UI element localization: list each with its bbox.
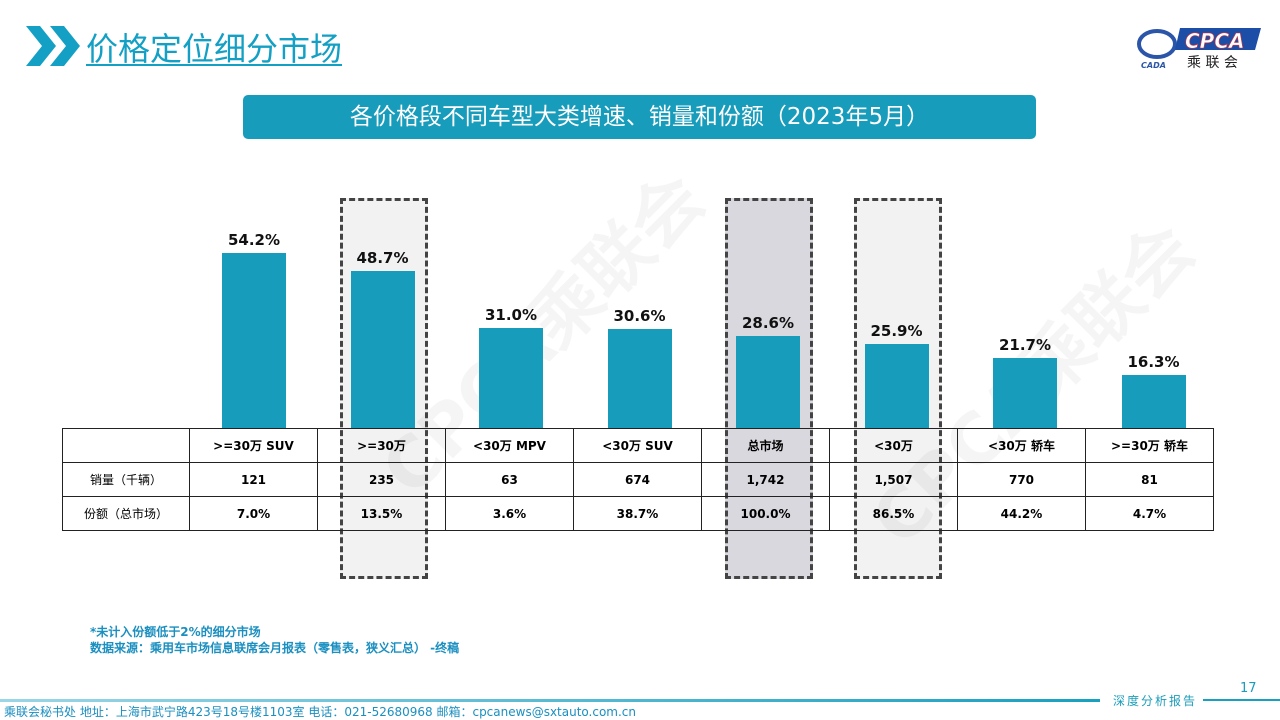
category-header: <30万 轿车 — [957, 428, 1086, 463]
cell: 1,742 — [701, 462, 830, 497]
cell: 44.2% — [957, 496, 1086, 531]
category-header: 总市场 — [701, 428, 830, 463]
category-header: <30万 — [829, 428, 958, 463]
note-threshold: *未计入份额低于2%的细分市场 — [90, 625, 261, 639]
table-row: 销量（千辆） 121 235 63 674 1,742 1,507 770 81 — [62, 462, 1214, 497]
cell: 13.5% — [317, 496, 446, 531]
data-label: 16.3% — [1127, 353, 1180, 372]
page-title: 价格定位细分市场 — [86, 30, 343, 68]
svg-text:乘 联 会: 乘 联 会 — [1187, 55, 1238, 70]
table-row: 份额（总市场） 7.0% 13.5% 3.6% 38.7% 100.0% 86.5% 44.2… — [62, 496, 1214, 531]
footer-divider — [1203, 699, 1280, 701]
category-header: >=30万 — [317, 428, 446, 463]
svg-text:CPCA: CPCA — [1185, 29, 1245, 53]
cell: 3.6% — [445, 496, 574, 531]
bar — [479, 327, 543, 428]
cell: 100.0% — [701, 496, 830, 531]
bar — [1121, 375, 1186, 428]
category-header: <30万 SUV — [573, 428, 702, 463]
bar — [222, 253, 286, 428]
footer-address: 乘联会秘书处 地址：上海市武宁路423号18号楼1103室 电话：021-526… — [4, 705, 637, 719]
row-label: 销量（千辆） — [62, 462, 190, 497]
bar — [607, 329, 672, 428]
bar — [736, 335, 800, 428]
footer-divider — [0, 699, 1100, 702]
notes: *未计入份额低于2%的细分市场 数据来源：乘用车市场信息联席会月报表（零售表，狭… — [90, 624, 459, 656]
data-label: 28.6% — [741, 313, 795, 332]
chevron-double-icon — [26, 26, 80, 66]
cell: 674 — [573, 462, 702, 497]
cell: 38.7% — [573, 496, 702, 531]
bar — [993, 357, 1057, 428]
category-header: >=30万 SUV — [189, 428, 318, 463]
cell: 770 — [957, 462, 1086, 497]
page-number: 17 — [1240, 681, 1257, 696]
data-label: 25.9% — [870, 322, 923, 341]
data-label: 48.7% — [356, 248, 409, 267]
data-label: 30.6% — [613, 307, 666, 326]
cell: 7.0% — [189, 496, 318, 531]
bar — [350, 270, 415, 428]
svg-text:CADA: CADA — [1141, 61, 1166, 70]
row-label: 份额（总市场） — [62, 496, 190, 531]
data-label: 21.7% — [998, 335, 1052, 354]
chart-title-banner: 各价格段不同车型大类增速、销量和份额（2023年5月） — [243, 95, 1036, 139]
cell: 4.7% — [1085, 496, 1214, 531]
bar — [864, 344, 929, 428]
cell: 63 — [445, 462, 574, 497]
category-header: >=30万 轿车 — [1085, 428, 1214, 463]
report-label: 深度分析报告 — [1113, 694, 1198, 708]
cell: 121 — [189, 462, 318, 497]
data-table: >=30万 SUV >=30万 <30万 MPV <30万 SUV 总市场 <30万 <30… — [62, 428, 1214, 531]
cell: 235 — [317, 462, 446, 497]
data-label: 31.0% — [484, 305, 538, 324]
data-label: 54.2% — [227, 231, 281, 249]
cell: 1,507 — [829, 462, 958, 497]
cell: 81 — [1085, 462, 1214, 497]
category-header: <30万 MPV — [445, 428, 574, 463]
cell: 86.5% — [829, 496, 958, 531]
table-corner — [62, 428, 190, 463]
note-source: 数据来源：乘用车市场信息联席会月报表（零售表，狭义汇总） -终稿 — [90, 641, 460, 655]
cpca-logo: CADA CPCA 乘 联 会 — [1135, 22, 1265, 71]
